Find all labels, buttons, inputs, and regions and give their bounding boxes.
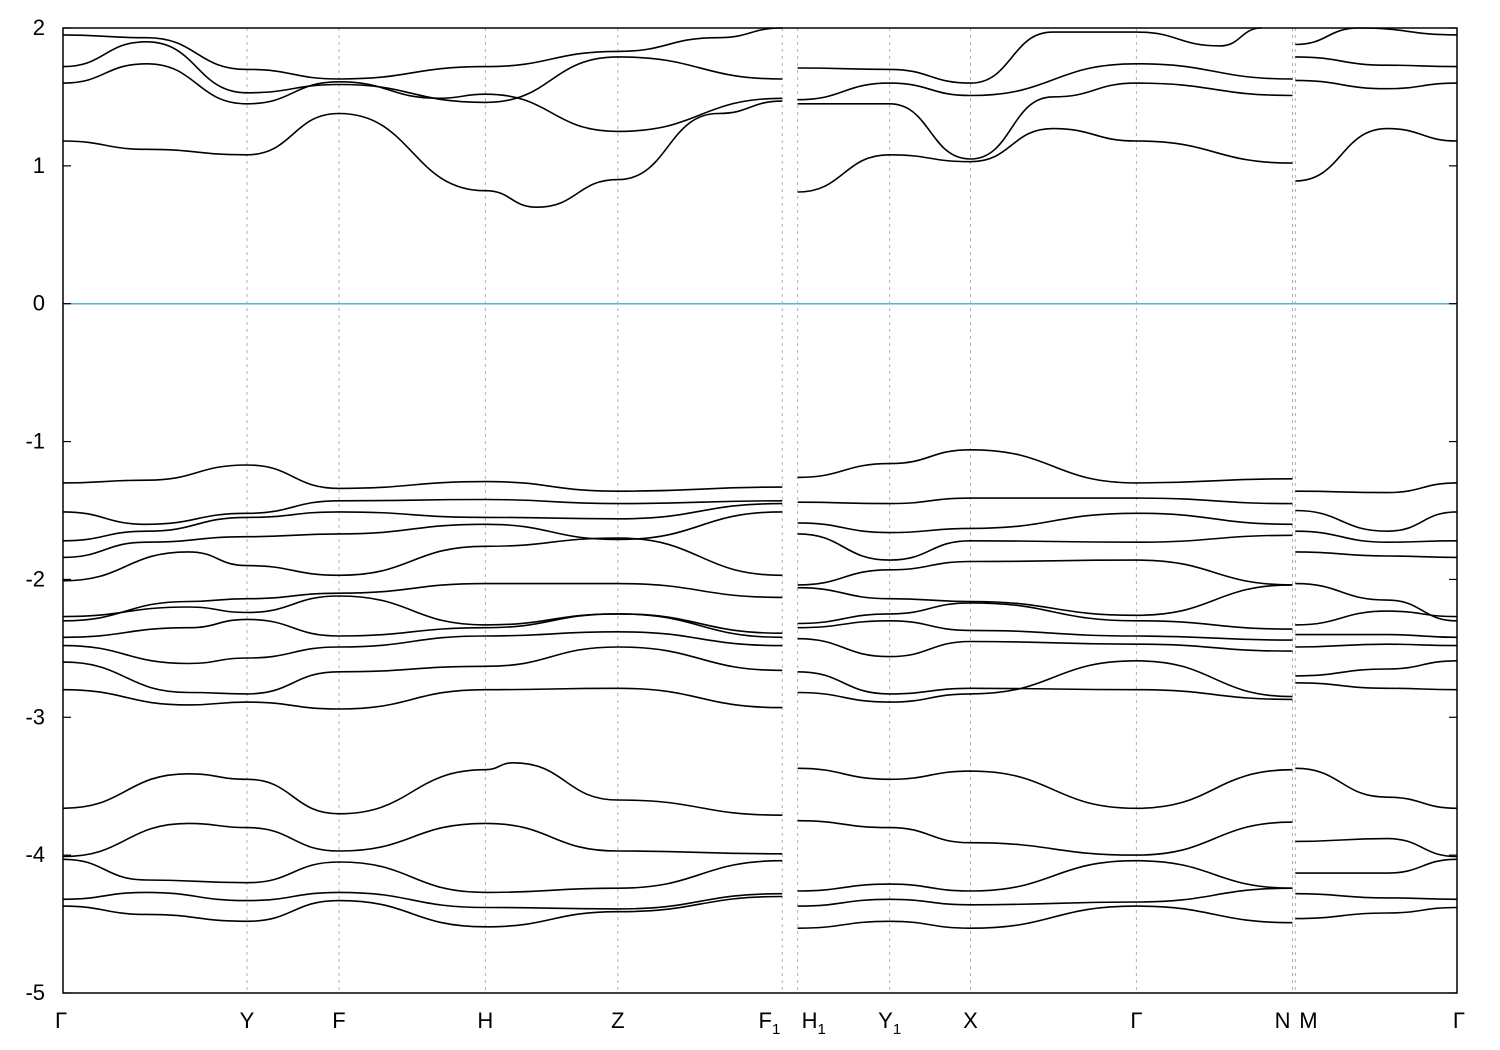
y-tick-label: -3 <box>25 704 45 729</box>
band-line <box>62 895 784 928</box>
band-line <box>797 659 1293 703</box>
band-line <box>797 127 1293 193</box>
band-line <box>797 905 1293 930</box>
kpoint-grid <box>246 28 1296 993</box>
band-line <box>62 630 783 665</box>
band-line <box>62 582 783 622</box>
kpoint-label: Z <box>611 1008 624 1033</box>
band-line <box>62 595 783 634</box>
kpoint-label: Γ <box>1130 1008 1142 1033</box>
band-line <box>62 62 783 133</box>
band-line <box>1295 767 1458 810</box>
band-line <box>62 891 783 910</box>
y-tick-label: -4 <box>25 842 45 867</box>
x-axis: Γ Y F H Z F1 H1 Y1 X Γ N M Γ <box>55 1008 1465 1038</box>
band-line <box>1295 906 1458 920</box>
band-line <box>797 533 1293 561</box>
y-tick-label: 2 <box>33 15 45 40</box>
band-line <box>797 512 1293 534</box>
band-line <box>797 27 1262 84</box>
band-line <box>1295 858 1458 874</box>
band-line <box>797 82 1293 160</box>
band-line <box>1295 837 1458 858</box>
y-tick-label: -2 <box>25 566 45 591</box>
band-line <box>797 767 1293 810</box>
band-line <box>62 100 783 209</box>
band-line <box>62 511 783 559</box>
band-line <box>62 502 783 542</box>
band-line <box>1295 660 1458 677</box>
band-line <box>1295 27 1458 46</box>
band-line <box>1295 892 1458 901</box>
kpoint-label: Γ <box>1453 1008 1465 1033</box>
band-line <box>1295 582 1458 622</box>
band-line <box>1295 127 1458 182</box>
band-line <box>1295 79 1458 90</box>
band-line <box>62 498 783 526</box>
band-line <box>797 559 1293 586</box>
kpoint-label: X <box>963 1008 978 1033</box>
band-line <box>62 822 783 858</box>
band-line <box>797 819 1293 856</box>
band-line <box>1295 610 1458 626</box>
band-line <box>1295 509 1458 533</box>
band-line <box>62 687 783 710</box>
band-line <box>1295 551 1458 559</box>
band-line <box>797 619 1293 641</box>
kpoint-label: F <box>332 1008 345 1033</box>
band-line <box>797 671 1293 701</box>
band-line <box>62 464 783 493</box>
band-line <box>797 584 1293 617</box>
kpoint-label: Γ <box>55 1008 67 1033</box>
band-line <box>62 858 783 894</box>
band-line <box>1295 682 1458 691</box>
kpoint-label: H1 <box>802 1008 826 1038</box>
kpoint-label: Y <box>240 1008 255 1033</box>
band-line <box>797 602 1293 630</box>
kpoint-label: M <box>1299 1008 1317 1033</box>
band-line <box>62 40 783 104</box>
y-tick-label: 0 <box>33 291 45 316</box>
kpoint-label: Y1 <box>878 1008 901 1038</box>
y-axis: 2 1 0 -1 -2 -3 -4 -5 <box>25 15 1457 1005</box>
band-line <box>797 62 1293 101</box>
band-line <box>1295 482 1458 494</box>
kpoint-label: F1 <box>759 1008 781 1038</box>
band-line <box>797 637 1293 658</box>
band-line <box>797 497 1293 505</box>
band-line <box>1295 643 1458 648</box>
band-line <box>62 761 783 816</box>
plot-frame <box>62 27 1458 994</box>
band-line <box>797 448 1293 484</box>
y-tick-label: -1 <box>25 429 45 454</box>
kpoint-label: H <box>477 1008 493 1033</box>
kpoint-label: N <box>1275 1008 1291 1033</box>
y-tick-label: 1 <box>33 153 45 178</box>
band-line <box>62 537 783 582</box>
y-tick-label: -5 <box>25 980 45 1005</box>
band-line <box>1295 530 1458 544</box>
band-line <box>1295 633 1458 639</box>
band-line <box>62 646 783 695</box>
band-series <box>62 27 1458 930</box>
band-line <box>797 859 1293 892</box>
band-line <box>1295 56 1458 68</box>
band-line <box>62 27 783 80</box>
band-line <box>797 887 1293 907</box>
